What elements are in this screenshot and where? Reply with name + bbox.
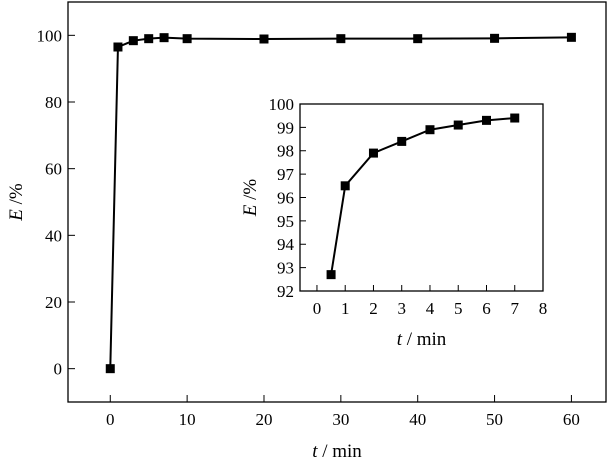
inset-x-tick-label: 1 (341, 299, 350, 318)
inset-y-tick-label: 96 (277, 188, 294, 207)
inset-data-point (510, 113, 520, 123)
inset-y-axis-label: E /% (240, 179, 261, 218)
inset-y-tick-label: 98 (277, 142, 294, 161)
inset-axes-frame (299, 103, 544, 292)
inset-series-line (330, 117, 515, 275)
main-y-axis-label-var: E (6, 209, 27, 222)
main-y-tick-label: 80 (45, 93, 62, 112)
main-data-point (105, 364, 115, 374)
main-data-point (144, 34, 154, 44)
inset-x-axis-label: t / min (397, 329, 447, 350)
main-y-axis-label: E /% (6, 183, 27, 222)
inset-x-tick-label: 6 (482, 299, 491, 318)
inset-data-point (340, 181, 350, 191)
inset-data-point (453, 120, 463, 130)
main-x-tick-label: 10 (179, 410, 196, 429)
inset-y-tick-label: 93 (277, 259, 294, 278)
main-x-axis-label: t / min (312, 441, 362, 462)
inset-data-point (326, 270, 336, 280)
main-data-point (413, 34, 423, 44)
main-y-tick-label: 0 (54, 360, 63, 379)
main-data-point (490, 33, 500, 43)
main-x-tick-label: 60 (563, 410, 580, 429)
inset-y-axis-label-unit: /% (240, 179, 261, 205)
inset-data-point (397, 136, 407, 146)
inset-data-point (368, 148, 378, 158)
inset-x-tick-label: 5 (454, 299, 463, 318)
main-y-tick-label: 40 (45, 226, 62, 245)
inset-plot: 0 1 2 3 4 5 6 7 8 92 93 94 95 96 97 98 99 100 t / min E /% (240, 95, 547, 350)
main-y-tick-label: 20 (45, 293, 62, 312)
inset-data-point (481, 115, 491, 125)
main-data-point (259, 34, 269, 44)
main-x-tick-label: 30 (332, 410, 349, 429)
main-data-point (566, 32, 576, 42)
inset-x-axis-label-unit: / min (402, 329, 447, 350)
inset-x-tick-label: 8 (539, 299, 548, 318)
main-x-tick-label: 50 (486, 410, 503, 429)
inset-x-tick-label: 0 (313, 299, 322, 318)
inset-y-tick-label: 94 (277, 235, 295, 254)
main-data-point (128, 36, 138, 46)
main-x-axis-label-unit: / min (317, 441, 362, 462)
main-data-point (336, 34, 346, 44)
main-x-tick-label: 20 (255, 410, 272, 429)
main-x-tick-label: 0 (106, 410, 115, 429)
inset-x-tick-label: 2 (369, 299, 378, 318)
main-y-tick-label: 100 (37, 26, 63, 45)
inset-x-axis-label-var: t (397, 329, 403, 350)
inset-y-tick-label: 97 (277, 165, 295, 184)
main-x-tick-label: 40 (409, 410, 426, 429)
inset-x-tick-label: 7 (510, 299, 519, 318)
main-y-axis-label-unit: /% (6, 183, 27, 209)
inset-x-tick-label: 3 (397, 299, 406, 318)
inset-y-tick-label: 100 (269, 95, 295, 114)
main-x-axis-label-var: t (312, 441, 318, 462)
main-data-point (159, 33, 169, 43)
inset-y-tick-label: 92 (277, 282, 294, 301)
inset-y-tick-label: 99 (277, 118, 294, 137)
main-y-tick-label: 60 (45, 160, 62, 179)
main-data-point (182, 34, 192, 44)
inset-x-tick-label: 4 (426, 299, 435, 318)
inset-y-tick-label: 95 (277, 212, 294, 231)
inset-y-axis-label-var: E (240, 204, 261, 217)
main-data-point (113, 42, 123, 52)
inset-data-point (425, 125, 435, 135)
